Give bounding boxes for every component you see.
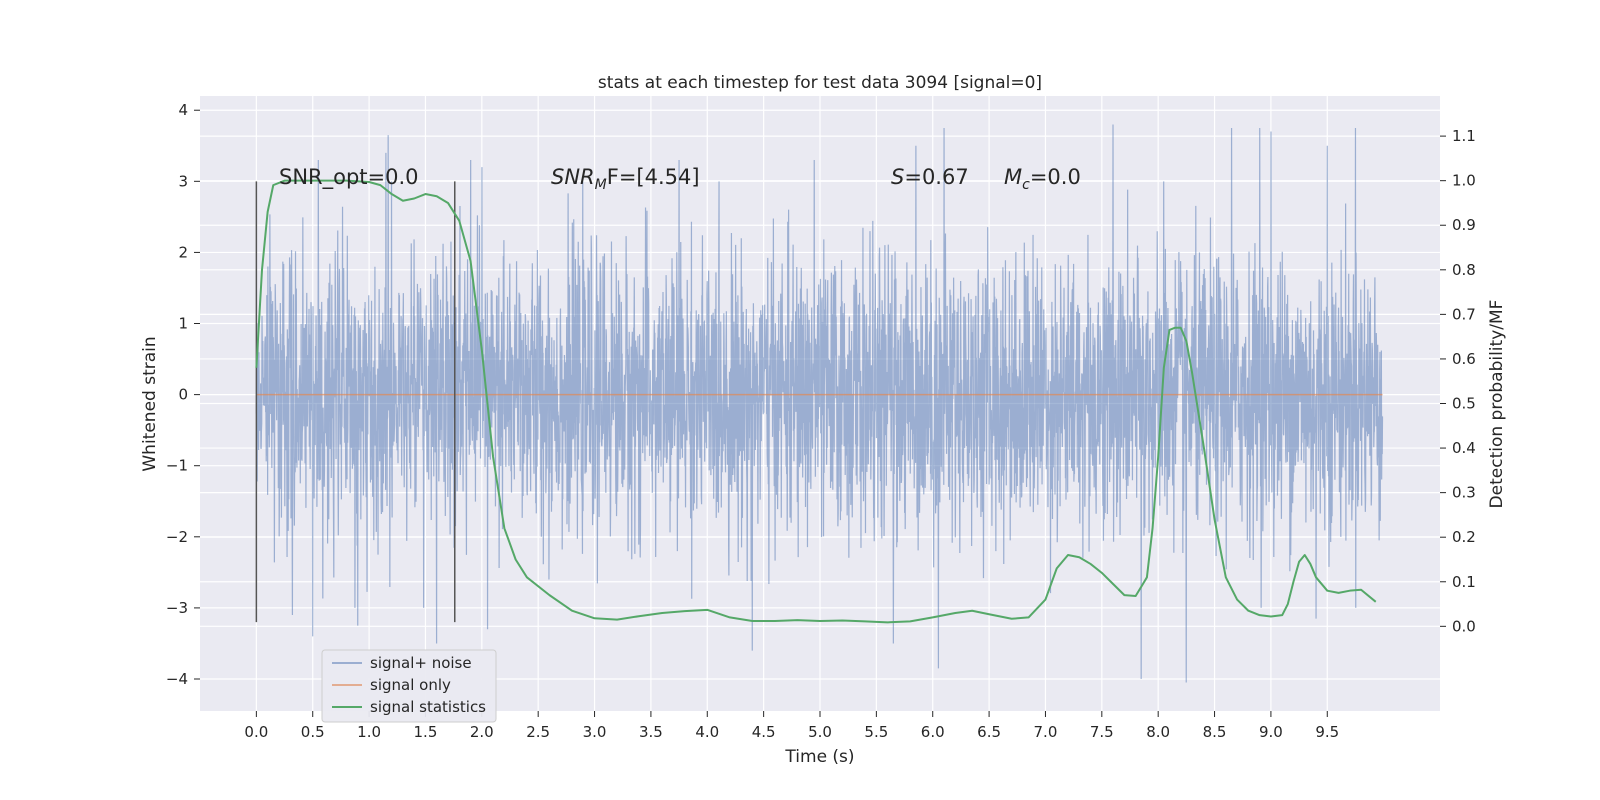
legend-label-signal-only: signal only [370,676,451,694]
y2-axis-label: Detection probability/MF [1487,300,1507,509]
x-tick-label-14: 7.0 [1034,723,1058,741]
y2-tick-label-0: 1.1 [1452,127,1476,145]
annotation-mc: Mc=0.0 [1004,165,1081,193]
y2-axis-ticks: 1.1 1.0 0.9 0.8 0.7 0.6 0.5 0.4 0.3 0.2 0.1 0.0 [1440,127,1476,635]
x-axis-ticks: 0.0 0.5 1.0 1.5 2.0 2.5 3.0 3.5 4.0 4.5 5.0 5.5 6.0 6… [244,711,1339,741]
x-tick-label-8: 4.0 [695,723,719,741]
x-tick-label-5: 2.5 [526,723,550,741]
signal-statistics-line [255,179,1377,624]
annotation-s: S=0.67 [891,165,969,189]
x-tick-label-0: 0.0 [244,723,268,741]
y2-tick-label-1: 1.0 [1452,172,1476,190]
x-tick-label-7: 3.5 [639,723,663,741]
x-tick-label-13: 6.5 [977,723,1001,741]
y-tick-label-8: −4 [166,670,188,688]
x-tick-label-1: 0.5 [301,723,325,741]
y-axis-ticks: 4 3 2 1 0 −1 −2 −3 −4 [166,101,200,688]
legend-label-signal-statistics: signal statistics [370,698,486,716]
legend-box [321,649,497,723]
x-tick-label-12: 6.0 [921,723,945,741]
x-tick-label-2: 1.0 [357,723,381,741]
y-tick-label-3: 1 [178,315,188,333]
y-tick-label-1: 3 [178,172,188,190]
x-tick-label-19: 9.5 [1315,723,1339,741]
y-axis-label: Whitened strain [140,336,160,471]
y2-tick-label-3: 0.8 [1452,261,1476,279]
y2-tick-label-8: 0.3 [1452,484,1476,502]
x-tick-label-9: 4.5 [752,723,776,741]
annotation-snr-mf: SNRMF=[4.54] [551,165,700,193]
x-tick-label-11: 5.5 [864,723,888,741]
x-axis-label: Time (s) [784,747,854,767]
x-tick-label-18: 9.0 [1259,723,1283,741]
x-tick-label-3: 1.5 [414,723,438,741]
legend-label-signal-noise: signal+ noise [370,654,472,672]
y-tick-label-6: −2 [166,528,188,546]
legend: signal+ noise signal only signal statist… [321,649,497,723]
y-tick-label-0: 4 [178,101,188,119]
x-tick-label-15: 7.5 [1090,723,1114,741]
y-tick-label-4: 0 [178,386,188,404]
y-tick-label-5: −1 [166,457,188,475]
x-tick-label-4: 2.0 [470,723,494,741]
signal-noise-line [255,124,1384,683]
x-tick-label-17: 8.5 [1203,723,1227,741]
y2-tick-label-10: 0.1 [1452,573,1476,591]
y2-tick-label-5: 0.6 [1452,350,1476,368]
y2-tick-label-4: 0.7 [1452,305,1476,323]
chart-title: stats at each timestep for test data 309… [598,73,1042,93]
x-tick-label-10: 5.0 [808,723,832,741]
x-tick-label-6: 3.0 [583,723,607,741]
y-tick-label-2: 2 [178,243,188,261]
marker-lines [255,181,456,623]
y2-tick-label-2: 0.9 [1452,216,1476,234]
annotation-snr-opt: SNR_opt=0.0 [279,165,419,190]
signal-statistics-series [255,179,1377,624]
x-tick-label-16: 8.0 [1146,723,1170,741]
y2-tick-label-7: 0.4 [1452,439,1476,457]
signal-noise-series [255,124,1384,683]
y2-tick-label-11: 0.0 [1452,617,1476,635]
y2-tick-label-6: 0.5 [1452,395,1476,413]
y2-tick-label-9: 0.2 [1452,528,1476,546]
y-tick-label-7: −3 [166,599,188,617]
